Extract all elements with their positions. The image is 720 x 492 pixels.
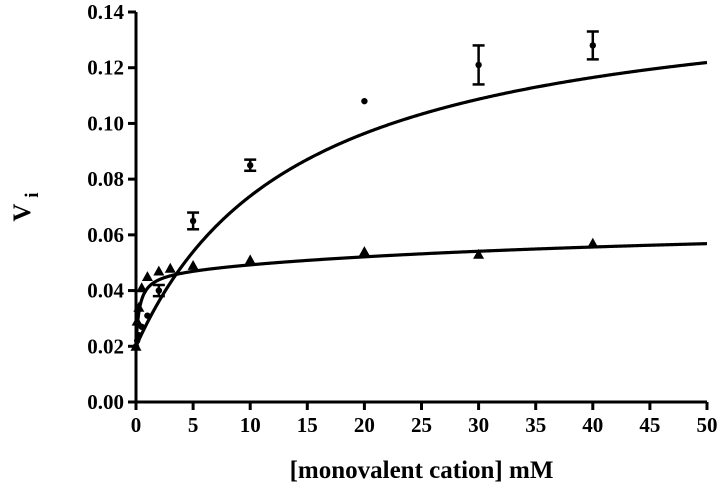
data-point-series-2: [133, 301, 145, 312]
axis-labels: [monovalent cation] mM V i: [9, 192, 553, 484]
data-point-series-2: [187, 260, 199, 270]
data-point-series-2: [358, 246, 370, 256]
y-tick-label: 0.00: [87, 390, 124, 414]
data-markers: [130, 30, 599, 351]
y-axis-label-main: V: [9, 204, 36, 222]
x-tick-label: 10: [240, 413, 261, 437]
fit-curve-series-1: [134, 60, 708, 347]
x-tick-label: 40: [582, 413, 603, 437]
y-tick-label: 0.14: [87, 0, 124, 24]
x-tick-label: 35: [525, 413, 546, 437]
data-point-series-2: [164, 262, 176, 273]
data-point-series-1: [144, 312, 151, 319]
data-point-series-2: [141, 271, 153, 282]
y-axis-label-subscript: i: [22, 192, 43, 197]
data-point-series-1: [189, 217, 197, 225]
data-point-series-2: [136, 282, 148, 293]
y-tick-label: 0.04: [87, 279, 124, 303]
x-tick-label: 5: [188, 413, 199, 437]
fit-curves: [134, 60, 708, 347]
x-tick-label: 45: [639, 413, 660, 437]
data-point-series-2: [131, 315, 143, 326]
x-axis-label: [monovalent cation] mM: [290, 457, 554, 484]
data-point-series-2: [130, 340, 142, 351]
data-point-series-2: [473, 248, 485, 259]
data-point-series-1: [135, 331, 143, 339]
data-point-series-1: [475, 61, 482, 69]
data-point-series-1: [361, 97, 368, 105]
y-tick-label: 0.06: [87, 223, 124, 247]
x-tick-label: 25: [411, 413, 432, 437]
x-tick-label: 15: [297, 413, 318, 437]
data-point-series-2: [153, 265, 165, 276]
y-tick-label: 0.08: [87, 167, 124, 191]
x-tick-label: 20: [354, 413, 375, 437]
x-tick-label: 30: [468, 413, 489, 437]
x-tick-label: 50: [697, 413, 718, 437]
y-tick-label: 0.10: [87, 111, 124, 135]
y-tick-label: 0.12: [87, 56, 124, 80]
data-point-series-1: [589, 42, 596, 49]
data-point-series-1: [155, 287, 163, 294]
fit-curve-series-2: [134, 242, 708, 347]
y-axis-label: V i: [9, 192, 43, 221]
y-tick-label: 0.02: [87, 334, 124, 358]
data-point-series-1: [247, 162, 254, 169]
x-tick-label: 0: [131, 413, 142, 437]
axes: 0 5 10 15 20 25 30 35 40 45 50 0.00 0.02 0.04 0.06 0.08…: [87, 0, 717, 437]
data-point-series-2: [244, 254, 256, 265]
data-point-series-2: [587, 237, 599, 248]
